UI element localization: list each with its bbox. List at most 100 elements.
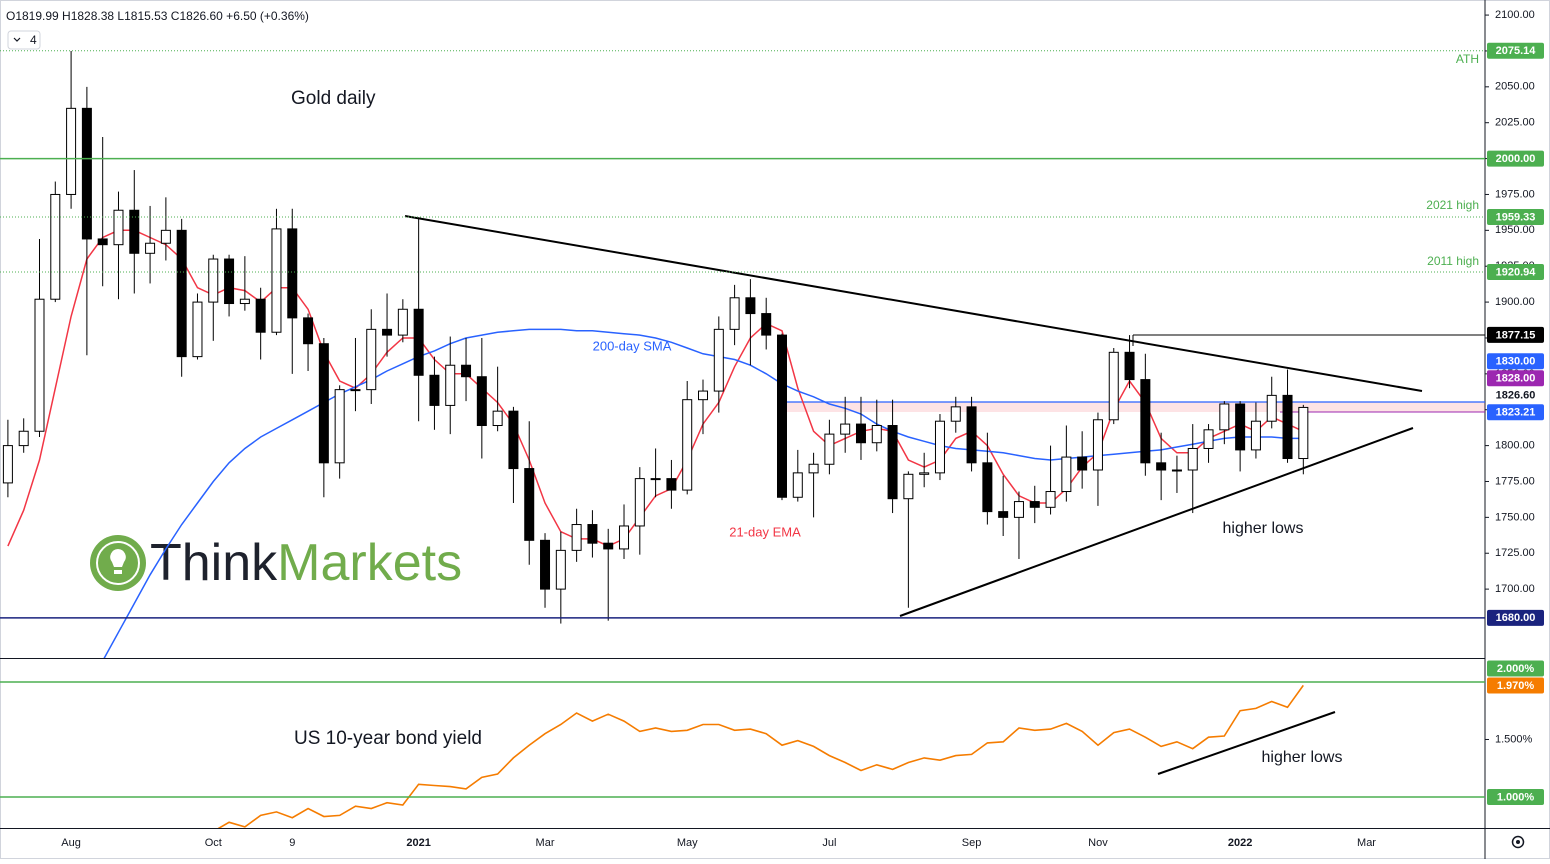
candle-body xyxy=(382,328,393,336)
level-label: 1.000% xyxy=(1497,791,1535,803)
candle-body xyxy=(1171,469,1182,472)
price-pane xyxy=(0,50,1485,658)
resistance-zone xyxy=(785,402,1485,412)
candle-body xyxy=(808,463,819,474)
candle-body xyxy=(1282,394,1293,460)
high-2021-label: 2021 high xyxy=(1426,198,1479,212)
candle-body xyxy=(334,389,345,464)
candle-body xyxy=(713,328,724,392)
x-tick-label: Nov xyxy=(1088,837,1108,849)
level-box xyxy=(1487,677,1544,694)
candle-body xyxy=(208,258,219,303)
level-box xyxy=(1487,150,1544,167)
candle-body xyxy=(366,328,377,391)
indicator-toggle[interactable] xyxy=(7,30,41,50)
gear-center xyxy=(1516,840,1520,844)
candle-body xyxy=(397,308,408,336)
candle-body xyxy=(934,420,945,474)
y-tick-label: 2100.00 xyxy=(1495,9,1535,21)
candle-body xyxy=(650,478,661,481)
level-label: 1823.21 xyxy=(1496,407,1536,419)
level-label: 2.000% xyxy=(1497,663,1535,675)
x-tick-label: 2021 xyxy=(406,837,430,849)
level-box xyxy=(1487,264,1544,281)
candle-body xyxy=(619,525,630,550)
moving-average xyxy=(103,328,1304,658)
candle-body xyxy=(745,297,756,315)
y-tick-label: 1800.00 xyxy=(1495,440,1535,452)
candle-body xyxy=(903,473,914,500)
candle-body xyxy=(1298,406,1309,460)
candle-body xyxy=(97,238,108,246)
candle-body xyxy=(129,209,140,254)
yield-title: US 10-year bond yield xyxy=(294,728,482,749)
y-tick-label: 1700.00 xyxy=(1495,583,1535,595)
watermark-markets: Markets xyxy=(277,534,462,592)
ema-label: 21-day EMA xyxy=(729,524,801,539)
watermark: ThinkMarkets xyxy=(90,534,462,592)
level-label: 2075.14 xyxy=(1496,45,1537,57)
y-tick-label: 1750.00 xyxy=(1495,511,1535,523)
candle-body xyxy=(461,364,472,378)
settings-icon[interactable] xyxy=(1511,835,1525,849)
level-box xyxy=(1487,788,1544,805)
x-tick-label: Mar xyxy=(536,837,555,849)
high-2011-label: 2011 high xyxy=(1427,254,1479,268)
candle-body xyxy=(239,298,250,305)
candle-body xyxy=(271,228,282,333)
yield-line xyxy=(217,684,1304,828)
candle-body xyxy=(160,229,171,244)
candle-body xyxy=(224,258,235,305)
candle-body xyxy=(1029,501,1040,508)
candle-body xyxy=(413,308,424,376)
candle-body xyxy=(1013,501,1024,518)
watermark-think: Think xyxy=(150,534,278,592)
candle-body xyxy=(982,462,993,513)
candle-body xyxy=(1266,394,1277,422)
candle-body xyxy=(445,364,456,406)
candle-body xyxy=(666,478,677,491)
candle-body xyxy=(50,193,61,300)
level-box xyxy=(1487,353,1544,370)
chart-title: Gold daily xyxy=(291,88,376,109)
sma-label: 200-day SMA xyxy=(593,338,672,353)
y-tick-label: 1725.00 xyxy=(1495,547,1535,559)
drawings xyxy=(404,215,1485,617)
candle-body xyxy=(2,445,13,484)
candle-body xyxy=(318,343,329,464)
candle-body xyxy=(1219,403,1230,431)
x-tick-label: Oct xyxy=(205,837,222,849)
level-box xyxy=(1487,370,1544,387)
candle-body xyxy=(603,542,614,550)
yield-trendline xyxy=(1157,711,1336,775)
level-label: 2000.00 xyxy=(1496,153,1536,165)
candle-body xyxy=(524,468,535,541)
level-box xyxy=(1487,660,1544,677)
upper-trendline xyxy=(404,215,1423,392)
logo-ring xyxy=(96,541,140,585)
higher-lows-label: higher lows xyxy=(1223,520,1304,537)
candle-body xyxy=(634,478,645,527)
level-label: 1826.60 xyxy=(1496,390,1536,402)
x-tick-label: Sep xyxy=(962,837,982,849)
candle-body xyxy=(824,433,835,465)
level-box xyxy=(1487,387,1544,404)
x-tick-label: Aug xyxy=(61,837,81,849)
candle-body xyxy=(476,376,487,427)
y-tick-label: 2025.00 xyxy=(1495,117,1535,129)
candle-body xyxy=(287,228,298,319)
candle-body xyxy=(1140,379,1151,464)
x-tick-label: Jul xyxy=(822,837,836,849)
y-tick-label: 1.500% xyxy=(1495,733,1533,745)
y-tick-label: 1975.00 xyxy=(1495,188,1535,200)
x-tick-label: 2022 xyxy=(1228,837,1252,849)
candle-body xyxy=(571,524,582,551)
ohlc-header: O1819.99 H1828.38 L1815.53 C1826.60 +6.5… xyxy=(6,9,309,23)
x-tick-label: May xyxy=(677,837,698,849)
gear[interactable] xyxy=(1511,835,1525,849)
level-label: 1830.00 xyxy=(1496,356,1536,368)
candle-body xyxy=(950,406,961,422)
candle-body xyxy=(34,298,45,432)
candle-body xyxy=(998,511,1009,518)
level-label: 1877.15 xyxy=(1496,329,1536,341)
